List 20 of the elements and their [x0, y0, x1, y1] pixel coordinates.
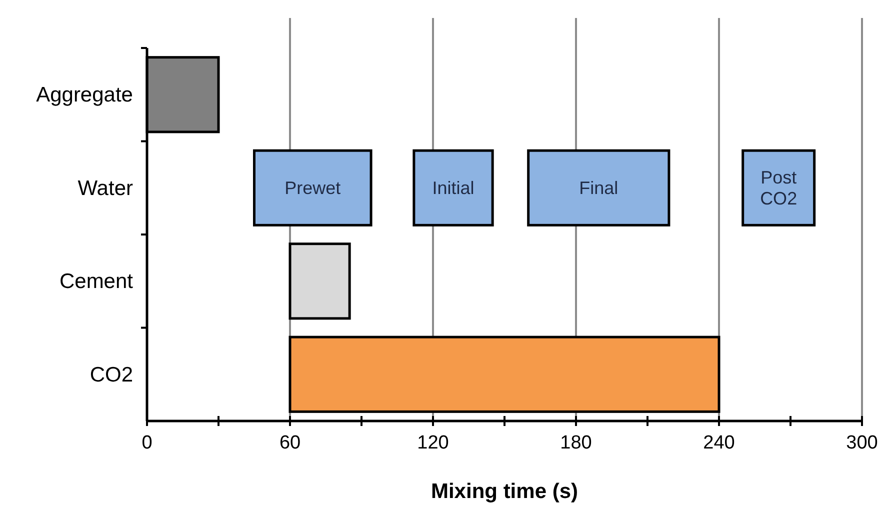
y-tick-label: Water	[78, 176, 133, 200]
x-tick-label: 240	[703, 432, 735, 454]
x-tick-label: 120	[417, 432, 449, 454]
x-tick-label: 60	[279, 432, 301, 454]
y-tick-label: Aggregate	[36, 84, 133, 107]
data-label: Prewet	[284, 178, 341, 198]
bar	[412, 149, 494, 226]
data-label: Final	[579, 178, 618, 198]
x-tick-label: 0	[142, 432, 152, 454]
x-tick-label: 180	[560, 432, 592, 454]
x-axis-title: Mixing time (s)	[430, 480, 578, 503]
bar	[742, 149, 816, 226]
bar	[288, 242, 351, 320]
y-tick-label: CO2	[90, 363, 133, 386]
data-label: Initial	[432, 178, 474, 198]
bar	[527, 149, 670, 226]
data-label: Post CO2	[760, 167, 798, 208]
y-tick-label: Cement	[59, 270, 134, 294]
bar	[288, 336, 720, 413]
x-tick-label: 300	[846, 432, 878, 454]
